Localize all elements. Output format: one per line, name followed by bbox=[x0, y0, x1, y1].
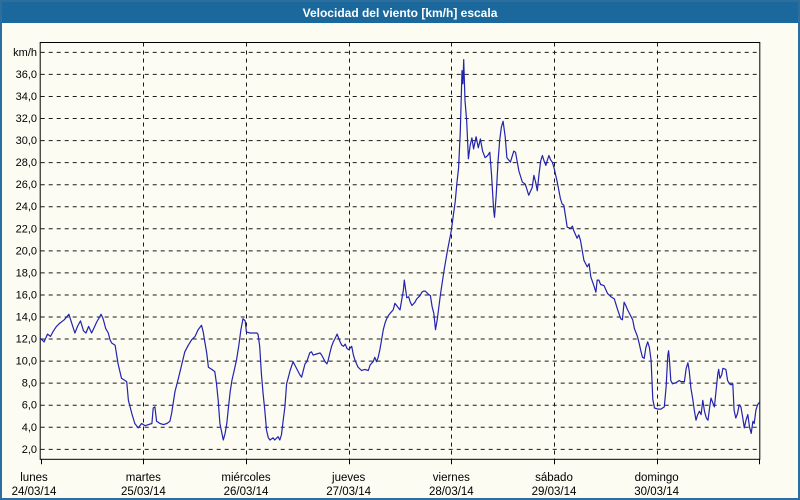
x-axis-ticks bbox=[41, 459, 760, 465]
y-tick-label-18,0: 18,0 bbox=[16, 267, 37, 279]
y-tick-label-34,0: 34,0 bbox=[16, 91, 37, 103]
y-tick-label-36,0: 36,0 bbox=[16, 69, 37, 81]
y-axis-labels: km/h 36,0 34,0 32,0 30,0 28,0 26,0 24,0 22,0 20,0… bbox=[13, 47, 37, 456]
y-axis-unit-label: km/h bbox=[13, 47, 37, 59]
y-tick-label-6,0: 6,0 bbox=[22, 400, 37, 412]
y-tick-label-12,0: 12,0 bbox=[16, 334, 37, 346]
y-tick-label-16,0: 16,0 bbox=[16, 289, 37, 301]
wind-speed-line bbox=[40, 58, 760, 441]
day-date-label: 29/03/14 bbox=[532, 486, 577, 498]
day-name-label: lunes bbox=[20, 472, 48, 484]
vertical-gridlines bbox=[143, 42, 658, 460]
y-tick-label-22,0: 22,0 bbox=[16, 223, 37, 235]
day-name-label: domingo bbox=[635, 472, 679, 484]
day-date-label: 26/03/14 bbox=[224, 486, 269, 498]
y-tick-label-10,0: 10,0 bbox=[16, 356, 37, 368]
day-name-label: viernes bbox=[433, 472, 470, 484]
y-tick-label-24,0: 24,0 bbox=[16, 201, 37, 213]
y-tick-label-4,0: 4,0 bbox=[22, 422, 37, 434]
day-date-label: 28/03/14 bbox=[429, 486, 474, 498]
day-name-label: jueves bbox=[331, 472, 365, 484]
y-tick-label-30,0: 30,0 bbox=[16, 135, 37, 147]
day-name-label: miércoles bbox=[221, 472, 270, 484]
y-tick-label-32,0: 32,0 bbox=[16, 113, 37, 125]
y-tick-label-2,0: 2,0 bbox=[22, 444, 37, 456]
day-date-label: 30/03/14 bbox=[634, 486, 679, 498]
y-tick-label-20,0: 20,0 bbox=[16, 245, 37, 257]
y-tick-label-26,0: 26,0 bbox=[16, 179, 37, 191]
day-date-label: 24/03/14 bbox=[12, 486, 57, 498]
window-title-bar: Velocidad del viento [km/h] escala bbox=[2, 2, 798, 23]
day-name-label: martes bbox=[126, 472, 161, 484]
day-name-label: sábado bbox=[535, 472, 573, 484]
y-tick-label-8,0: 8,0 bbox=[22, 378, 37, 390]
window-title: Velocidad del viento [km/h] escala bbox=[302, 5, 498, 20]
day-date-label: 27/03/14 bbox=[326, 486, 371, 498]
plot-border bbox=[39, 42, 761, 460]
y-tick-label-14,0: 14,0 bbox=[16, 312, 37, 324]
horizontal-gridlines bbox=[40, 51, 760, 450]
day-date-label: 25/03/14 bbox=[121, 486, 166, 498]
x-axis-labels: lunes 24/03/14 martes 25/03/14 miércoles 26/0… bbox=[12, 472, 680, 498]
y-tick-label-28,0: 28,0 bbox=[16, 157, 37, 169]
